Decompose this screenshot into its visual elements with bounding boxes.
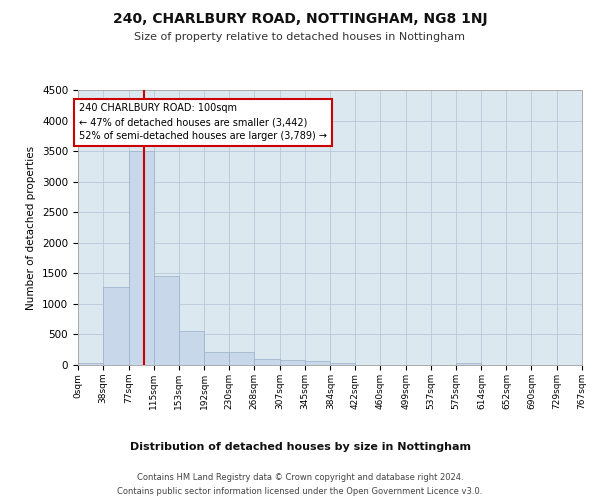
Text: 240 CHARLBURY ROAD: 100sqm
← 47% of detached houses are smaller (3,442)
52% of s: 240 CHARLBURY ROAD: 100sqm ← 47% of deta… [79,104,328,142]
Bar [179,332,204,365]
Bar [103,288,128,365]
Bar [154,276,179,365]
Bar [128,151,154,365]
Bar [331,362,355,365]
Text: 240, CHARLBURY ROAD, NOTTINGHAM, NG8 1NJ: 240, CHARLBURY ROAD, NOTTINGHAM, NG8 1NJ [113,12,487,26]
Text: Size of property relative to detached houses in Nottingham: Size of property relative to detached ho… [134,32,466,42]
Bar [456,363,481,365]
Bar [305,361,331,365]
Bar [229,352,254,365]
Text: Contains public sector information licensed under the Open Government Licence v3: Contains public sector information licen… [118,488,482,496]
Bar [78,363,103,365]
Bar [204,352,229,365]
Text: Contains HM Land Registry data © Crown copyright and database right 2024.: Contains HM Land Registry data © Crown c… [137,472,463,482]
Bar [254,359,280,365]
Y-axis label: Number of detached properties: Number of detached properties [26,146,37,310]
Bar [280,360,305,365]
Text: Distribution of detached houses by size in Nottingham: Distribution of detached houses by size … [130,442,470,452]
